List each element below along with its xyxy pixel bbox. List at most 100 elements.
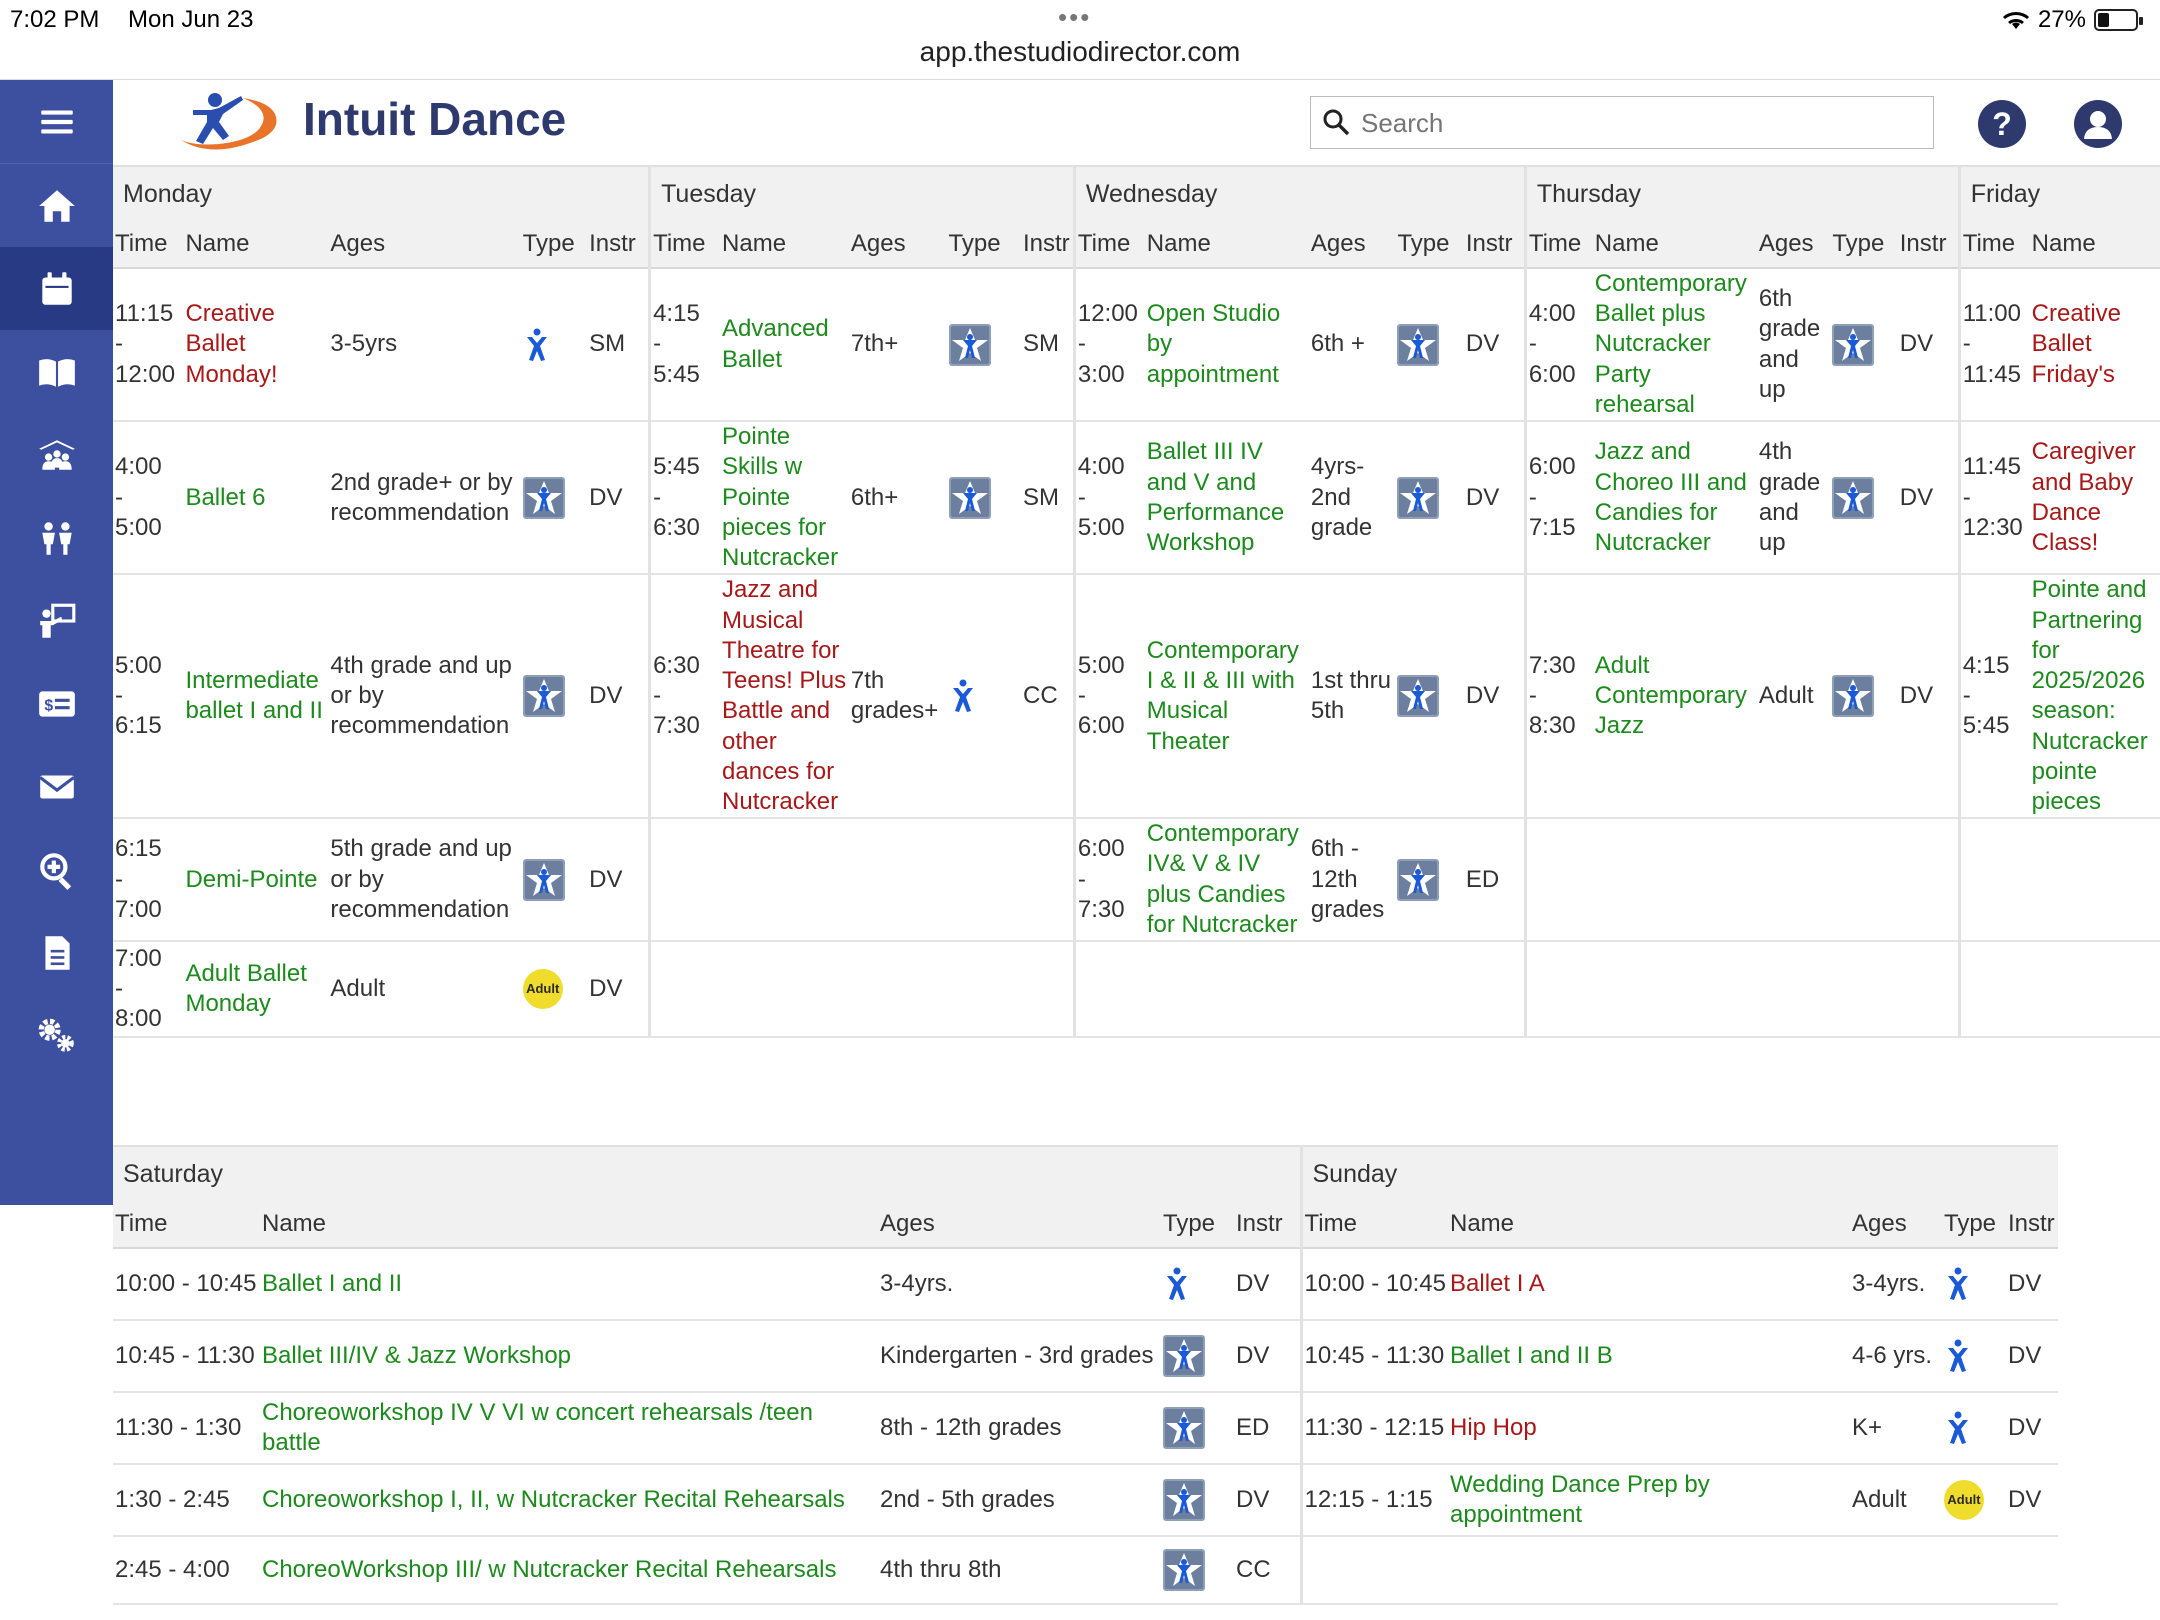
class-name[interactable]: Contemporary IV& V & IV plus Candies for… xyxy=(1144,818,1309,943)
calendar-icon[interactable] xyxy=(0,247,113,330)
class-name[interactable]: Open Studio by appointment xyxy=(1144,268,1309,423)
class-name[interactable]: Ballet I and II B xyxy=(1448,1320,1850,1393)
schedule-row: 1:30 - 2:45 Choreoworkshop I, II, w Nutcr… xyxy=(113,1464,2059,1537)
col-header-ages: Ages xyxy=(1308,222,1396,269)
time-dash: - xyxy=(1077,682,1086,710)
class-name xyxy=(2029,818,2160,943)
url-bar[interactable]: app.thestudiodirector.com xyxy=(919,36,1241,67)
class-name[interactable]: Demi-Pointe xyxy=(183,818,329,943)
class-name[interactable]: Ballet I A xyxy=(1448,1248,1850,1321)
class-name[interactable]: Adult Ballet Monday xyxy=(183,941,329,1039)
class-name[interactable]: Jazz and Choreo III and Candies for Nutc… xyxy=(1592,421,1757,576)
class-ages: 3-4yrs. xyxy=(878,1248,1161,1321)
time-dash: - xyxy=(1528,330,1537,358)
col-header-type: Type xyxy=(1830,222,1898,269)
class-type xyxy=(946,421,1021,576)
class-type xyxy=(1942,1536,2006,1605)
class-name xyxy=(720,941,849,1039)
class-name[interactable]: Intermediate ballet I and II xyxy=(183,574,329,820)
day-header-monday: Monday xyxy=(113,165,650,222)
class-type xyxy=(946,574,1021,820)
class-ages: 4-6 yrs. xyxy=(1850,1320,1942,1393)
class-instructor: CC xyxy=(1021,574,1075,820)
class-name[interactable]: Pointe and Partnering for 2025/2026 seas… xyxy=(2029,574,2160,820)
class-name[interactable]: Ballet I and II xyxy=(260,1248,878,1321)
mail-icon[interactable] xyxy=(0,745,113,828)
document-icon[interactable] xyxy=(0,911,113,994)
class-type-star-icon xyxy=(948,323,991,366)
class-name xyxy=(720,818,849,943)
class-ages: K+ xyxy=(1850,1392,1942,1465)
class-time: 5:45-6:30 xyxy=(648,421,721,576)
multitasking-dots-icon[interactable]: ••• xyxy=(1058,2,1092,32)
class-name[interactable]: Ballet III/IV & Jazz Workshop xyxy=(260,1320,878,1393)
class-name[interactable]: Wedding Dance Prep by appointment xyxy=(1448,1464,1850,1537)
instructor-icon[interactable] xyxy=(0,579,113,662)
class-name[interactable]: Creative Ballet Monday! xyxy=(183,268,329,423)
class-type xyxy=(1395,574,1464,820)
class-name[interactable]: Hip Hop xyxy=(1448,1392,1850,1465)
start-time: 4:00 xyxy=(115,453,162,481)
class-time: 10:45 - 11:30 xyxy=(113,1320,260,1393)
class-type-dancer-icon xyxy=(1948,1411,1968,1444)
class-time: 11:15-12:00 xyxy=(113,268,184,423)
class-type xyxy=(520,268,588,423)
class-name[interactable]: Ballet III IV and V and Performance Work… xyxy=(1144,421,1309,576)
class-name[interactable]: Contemporary Ballet plus Nutcracker Part… xyxy=(1592,268,1757,423)
class-instructor: DV xyxy=(1234,1248,1301,1321)
menu-icon[interactable] xyxy=(0,80,113,164)
col-header-time: Time xyxy=(648,222,721,269)
class-name[interactable]: Contemporary I & II & III with Musical T… xyxy=(1144,574,1309,820)
class-type xyxy=(1161,1248,1234,1321)
start-time: 4:15 xyxy=(1962,651,2010,679)
col-header-instr: Instr xyxy=(1463,222,1526,269)
classroom-icon[interactable] xyxy=(0,413,113,496)
zoom-search-icon[interactable] xyxy=(0,828,113,911)
class-time: 6:00-7:30 xyxy=(1072,818,1145,943)
end-time: 6:00 xyxy=(1528,360,1576,388)
end-time: 5:45 xyxy=(1962,712,2010,740)
billing-icon[interactable]: $ xyxy=(0,662,113,745)
home-icon[interactable] xyxy=(0,164,113,247)
class-type-star-icon xyxy=(1832,476,1875,519)
class-name[interactable]: Creative Ballet Friday's xyxy=(2029,268,2160,423)
class-name[interactable]: Advanced Ballet xyxy=(720,268,849,423)
search-input[interactable] xyxy=(1361,103,1921,143)
class-instructor: DV xyxy=(1897,268,1960,423)
battery-percent: 27% xyxy=(2037,6,2086,33)
start-time: 11:15 xyxy=(115,300,174,328)
class-type-star-icon xyxy=(1397,476,1440,519)
class-name[interactable]: Jazz and Musical Theatre for Teens! Plus… xyxy=(720,574,849,820)
class-name[interactable]: Choreoworkshop I, II, w Nutcracker Recit… xyxy=(260,1464,878,1537)
class-instructor: DV xyxy=(587,941,650,1039)
user-account-icon[interactable] xyxy=(2074,100,2122,148)
class-time: 11:30 - 1:30 xyxy=(113,1392,260,1465)
class-name[interactable]: Ballet 6 xyxy=(183,421,329,576)
class-ages: 6th + xyxy=(1308,268,1396,423)
search-box[interactable] xyxy=(1310,96,1934,149)
time-dash: - xyxy=(1077,483,1086,511)
col-header-name: Name xyxy=(260,1202,878,1249)
settings-icon[interactable] xyxy=(0,994,113,1077)
class-time: 10:00 - 10:45 xyxy=(113,1248,260,1321)
class-name[interactable]: Pointe Skills w Pointe pieces for Nutcra… xyxy=(720,421,849,576)
class-name[interactable]: Choreoworkshop IV V VI w concert rehears… xyxy=(260,1392,878,1465)
class-time: 7:30 -8:30 xyxy=(1523,574,1593,820)
help-icon[interactable]: ? xyxy=(1978,100,2026,148)
family-icon[interactable] xyxy=(0,496,113,579)
class-name[interactable]: Adult Contemporary Jazz xyxy=(1592,574,1757,820)
column-header-row: Time Name Ages Type Instr Time Name Ages Type Ins… xyxy=(113,222,2160,269)
class-instructor xyxy=(2006,1536,2059,1605)
class-time: 10:45 - 11:30 xyxy=(1299,1320,1448,1393)
class-type xyxy=(520,574,588,820)
class-time xyxy=(1299,1536,1448,1605)
class-time: 1:30 - 2:45 xyxy=(113,1464,260,1537)
class-name[interactable]: Caregiver and Baby Dance Class! xyxy=(2029,421,2160,576)
class-name xyxy=(1592,818,1757,943)
col-header-name: Name xyxy=(1448,1202,1850,1249)
class-ages: 4th grade and up or by recommendation xyxy=(328,574,521,820)
class-name[interactable]: ChoreoWorkshop III/ w Nutcracker Recital… xyxy=(260,1536,878,1605)
book-icon[interactable] xyxy=(0,330,113,413)
weekend-schedule-table: Saturday Sunday Time Name Ages Type Instr Time N… xyxy=(113,1145,2059,1605)
col-header-name: Name xyxy=(1592,222,1757,269)
